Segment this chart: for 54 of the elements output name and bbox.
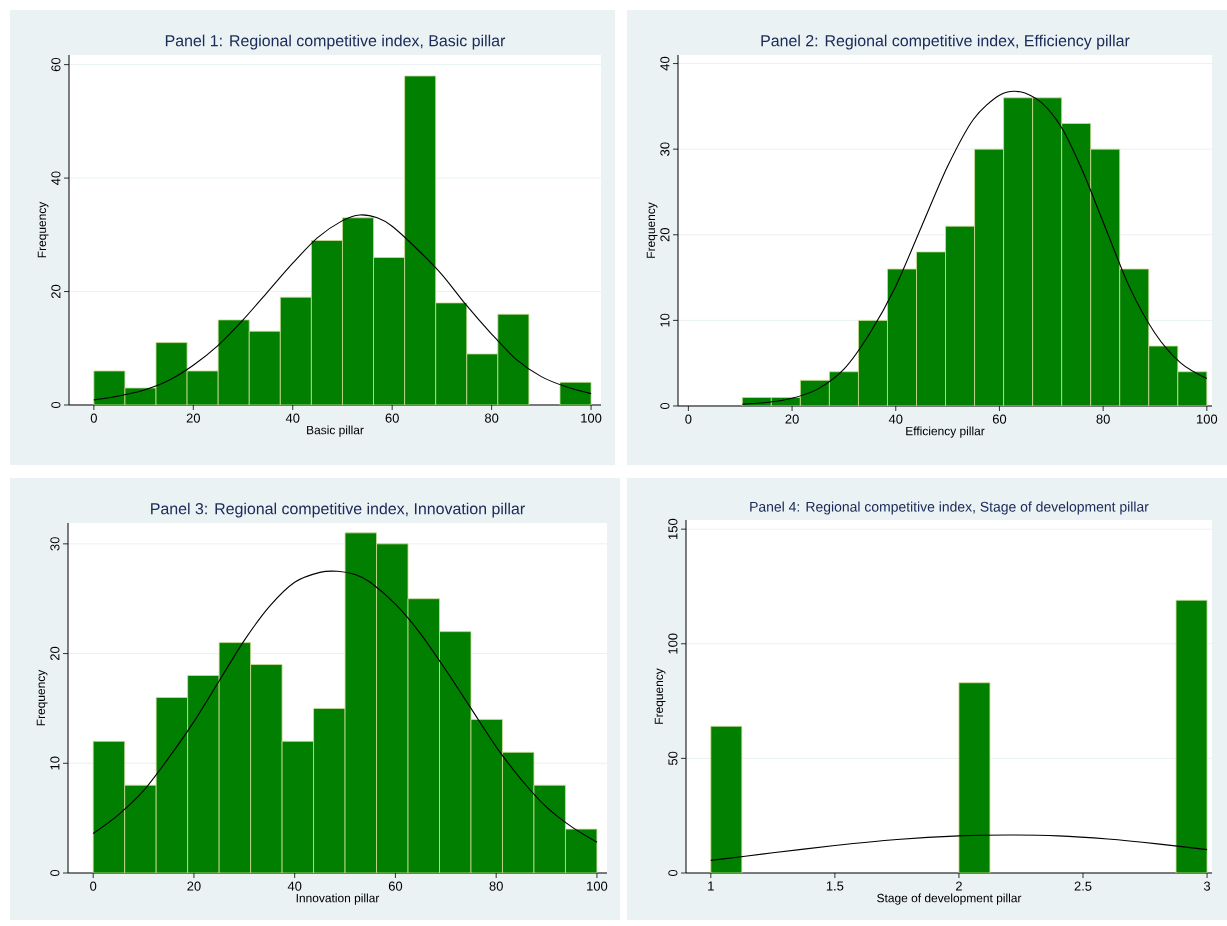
y-tick-label: 20 xyxy=(51,284,61,299)
y-tick-label: 10 xyxy=(660,313,670,327)
y-tick-label: 10 xyxy=(50,756,60,770)
x-tick-label: 3 xyxy=(1203,881,1211,891)
x-tick-label: 80 xyxy=(1096,414,1110,424)
x-tick-label: 80 xyxy=(484,413,499,423)
x-tick-label: 60 xyxy=(992,414,1007,424)
x-axis-title: Basic pillar xyxy=(307,425,364,437)
line-series xyxy=(710,834,1208,861)
y-axis-title: Frequency xyxy=(646,202,658,258)
x-tick-label: 80 xyxy=(489,881,503,891)
chart-title: Panel 4: Regional competitive index, Stage of development pillar xyxy=(750,501,1149,515)
x-tick-label: 2 xyxy=(955,881,962,891)
y-axis-title: Frequency xyxy=(654,668,666,724)
x-tick-label: 60 xyxy=(388,881,403,891)
x-tick-label: 40 xyxy=(287,881,302,891)
line-series xyxy=(92,570,598,843)
y-tick-label: 0 xyxy=(660,402,670,410)
x-axis-title: Efficiency pillar xyxy=(906,426,985,438)
chart-title: Panel 3: Regional competitive index, Innovation pillar xyxy=(151,502,525,518)
x-tick-label: 100 xyxy=(1197,414,1218,424)
y-tick-label: 40 xyxy=(51,171,61,185)
y-tick-label: 20 xyxy=(660,228,670,242)
y-tick-label: 50 xyxy=(668,751,678,766)
y-tick-label: 150 xyxy=(668,518,678,539)
x-tick-label: 20 xyxy=(187,881,201,891)
y-axis-title: Frequency xyxy=(36,669,48,726)
y-tick-label: 0 xyxy=(51,401,61,409)
x-axis-title: Stage of development pillar xyxy=(877,893,1022,905)
x-tick-label: 0 xyxy=(685,414,692,424)
x-tick-label: 0 xyxy=(90,413,97,423)
x-tick-label: 100 xyxy=(581,413,602,423)
y-tick-label: 60 xyxy=(51,57,61,72)
x-tick-label: 60 xyxy=(385,413,399,423)
y-tick-label: 20 xyxy=(50,646,60,661)
y-axis-title: Frequency xyxy=(37,201,49,258)
x-tick-label: 0 xyxy=(90,881,97,891)
y-tick-label: 100 xyxy=(668,633,678,654)
chart-title: Panel 1: Regional competitive index, Basic pillar xyxy=(165,34,506,50)
x-tick-label: 2.5 xyxy=(1074,881,1092,891)
y-tick-label: 0 xyxy=(668,869,678,877)
y-tick-label: 0 xyxy=(50,869,60,877)
x-tick-label: 40 xyxy=(888,414,903,424)
y-tick-label: 40 xyxy=(660,56,670,71)
y-tick-label: 30 xyxy=(660,142,670,156)
x-tick-label: 100 xyxy=(587,881,608,891)
x-tick-label: 40 xyxy=(285,413,300,423)
x-tick-label: 20 xyxy=(785,414,799,424)
x-axis-title: Innovation pillar xyxy=(296,893,380,905)
y-tick-label: 30 xyxy=(50,537,60,551)
x-tick-label: 1 xyxy=(708,881,714,891)
chart-title: Panel 2: Regional competitive index, Efficiency pillar xyxy=(761,34,1130,50)
x-tick-label: 20 xyxy=(186,413,200,423)
x-tick-label: 1.5 xyxy=(826,881,844,891)
